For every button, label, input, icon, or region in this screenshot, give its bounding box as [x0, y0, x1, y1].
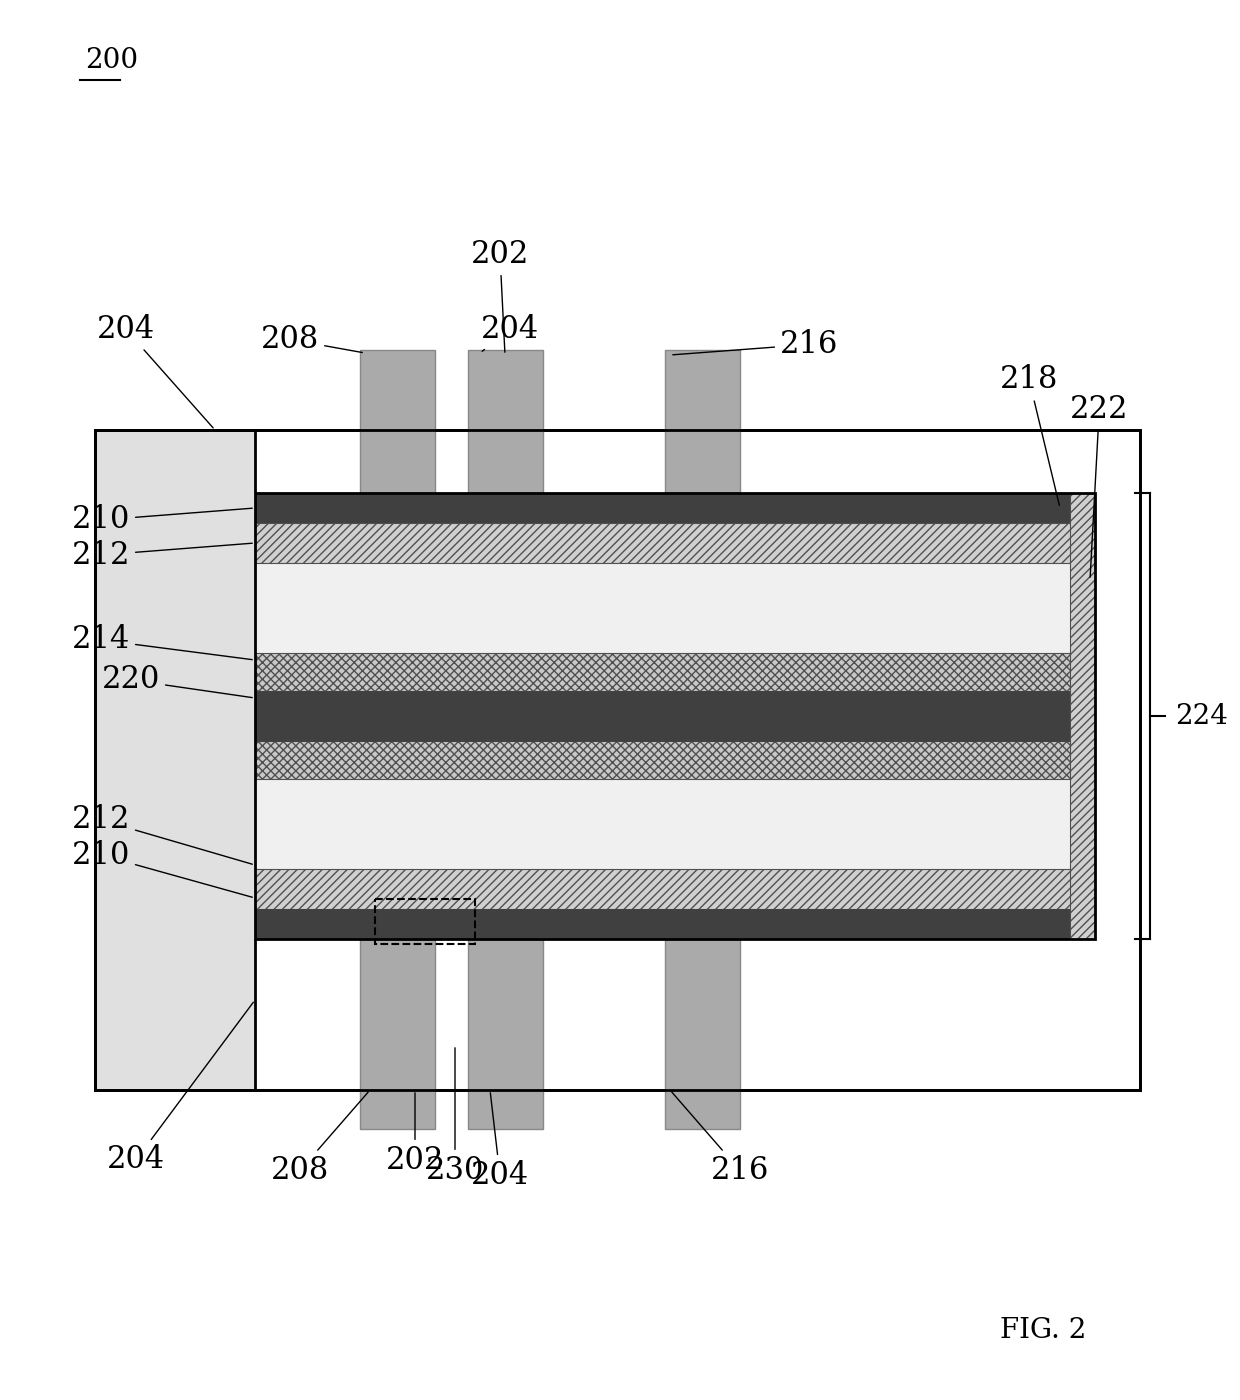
Bar: [360, 350, 435, 493]
Text: 208: 208: [270, 1092, 368, 1186]
Text: 212: 212: [72, 805, 252, 864]
Text: 202: 202: [386, 1093, 444, 1176]
Bar: [255, 692, 1095, 741]
Bar: [255, 741, 1095, 778]
Bar: [665, 350, 740, 493]
Text: FIG. 2: FIG. 2: [999, 1316, 1086, 1344]
Text: 202: 202: [471, 239, 529, 353]
Text: 204: 204: [471, 1093, 529, 1191]
Text: 216: 216: [672, 1092, 769, 1186]
Text: 208: 208: [260, 323, 362, 356]
Text: 210: 210: [72, 840, 252, 897]
Bar: [255, 652, 1095, 692]
Bar: [255, 524, 1095, 563]
Bar: [255, 493, 1095, 524]
Text: 216: 216: [673, 329, 838, 360]
Bar: [255, 778, 1095, 869]
Bar: [95, 430, 1140, 1091]
Text: 224: 224: [1176, 703, 1228, 729]
Text: 230: 230: [425, 1047, 484, 1186]
Bar: [255, 909, 1095, 939]
Text: 214: 214: [72, 624, 252, 659]
Bar: [255, 493, 1095, 939]
Text: 218: 218: [999, 364, 1059, 505]
Bar: [467, 939, 543, 1128]
Text: 204: 204: [481, 314, 539, 351]
Bar: [360, 939, 435, 1128]
Bar: [255, 869, 1095, 909]
Text: 200: 200: [86, 46, 138, 73]
Text: 222: 222: [1070, 395, 1128, 577]
Text: 212: 212: [72, 539, 252, 571]
Bar: [665, 939, 740, 1128]
Text: 210: 210: [72, 504, 252, 535]
Bar: [1070, 493, 1095, 939]
Bar: [95, 493, 255, 939]
Text: 204: 204: [107, 1002, 253, 1176]
Text: 204: 204: [97, 314, 213, 428]
Bar: [95, 430, 1140, 1091]
Bar: [467, 350, 543, 493]
Bar: [374, 899, 475, 944]
Bar: [95, 493, 415, 939]
Text: 220: 220: [102, 665, 252, 697]
Bar: [255, 563, 1095, 652]
Bar: [95, 430, 255, 1091]
